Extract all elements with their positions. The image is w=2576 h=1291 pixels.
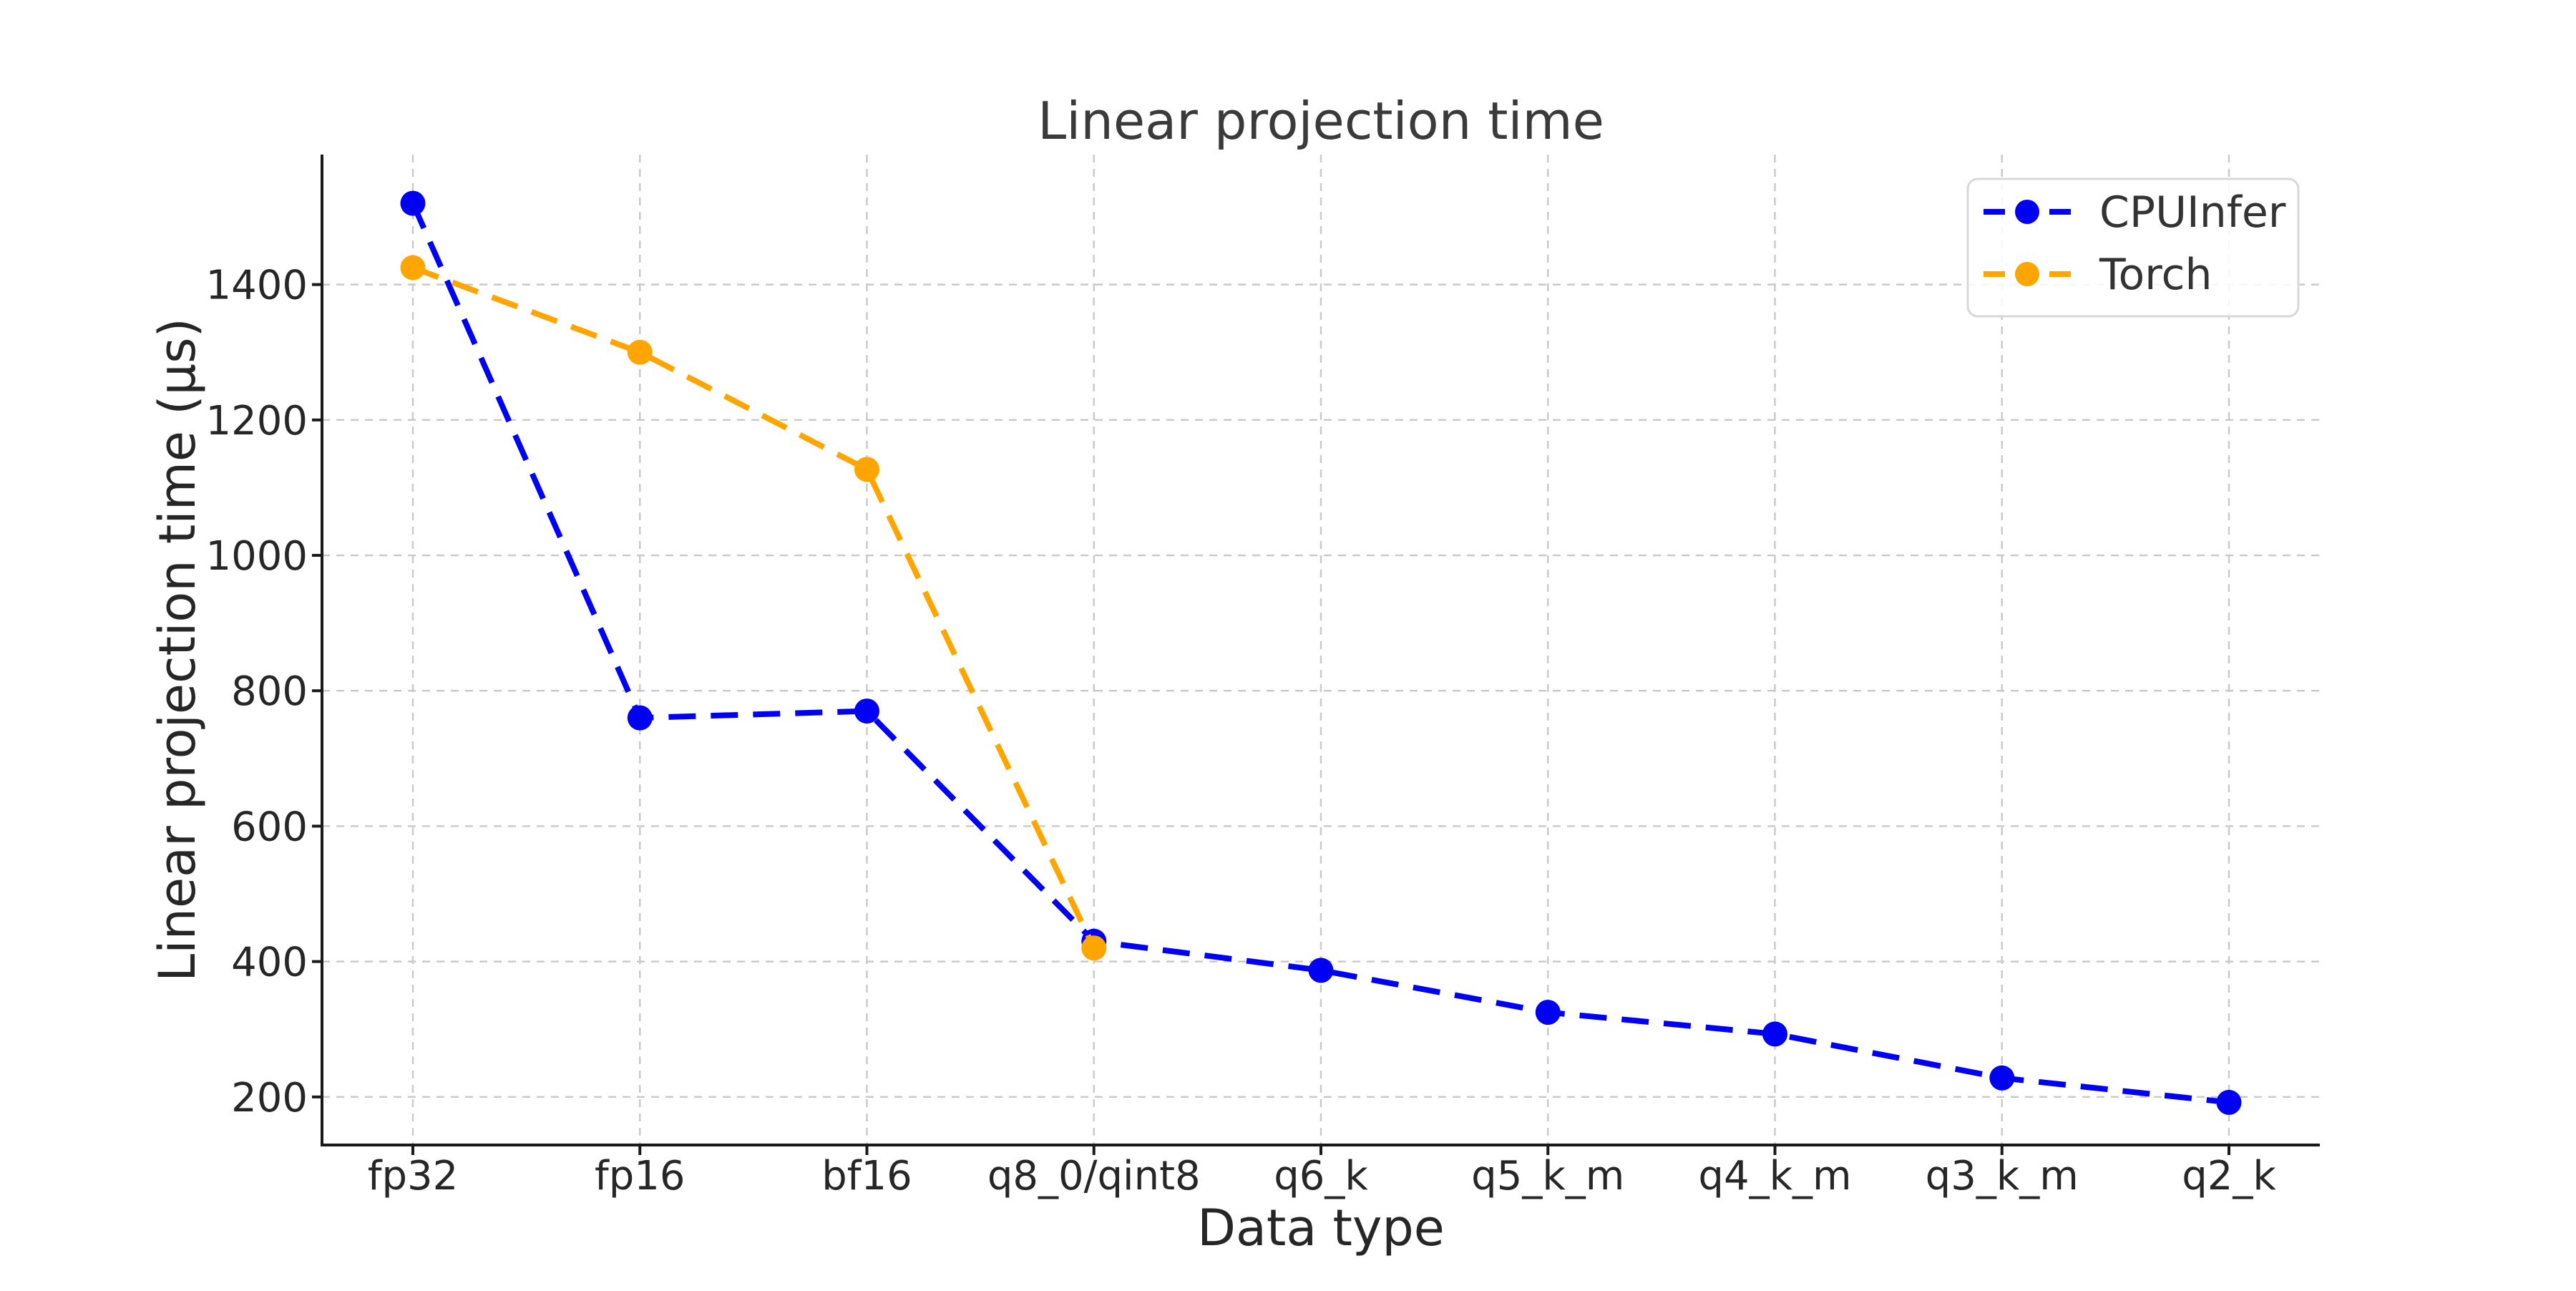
data-point-torch <box>400 255 426 281</box>
series-line-torch <box>411 265 1097 950</box>
y-tick-label: 200 <box>231 1075 308 1121</box>
y-tick-label: 400 <box>231 940 308 986</box>
data-point-torch <box>854 457 879 482</box>
x-tick-label: q3_k_m <box>1926 1153 2079 1199</box>
data-point-cpuinfer <box>1535 1000 1561 1026</box>
grid-layer <box>322 155 2320 1145</box>
x-axis-label: Data type <box>1197 1199 1445 1257</box>
x-tick-label: bf16 <box>821 1153 912 1199</box>
legend-marker-torch <box>2015 262 2039 286</box>
x-tick-label: q4_k_m <box>1698 1153 1851 1199</box>
data-point-cpuinfer <box>1308 958 1334 983</box>
y-tick-label: 1400 <box>205 263 308 309</box>
y-tick-label: 800 <box>231 668 308 715</box>
legend-item-torch: Torch <box>1984 250 2212 300</box>
series-line-cpuinfer <box>410 202 2230 1106</box>
data-point-cpuinfer <box>854 698 879 724</box>
legend-label-cpuinfer: CPUInfer <box>2099 187 2286 238</box>
axes-layer <box>312 155 2320 1155</box>
x-tick-label: fp16 <box>595 1153 686 1199</box>
legend-label-torch: Torch <box>2099 250 2212 300</box>
legend-item-cpuinfer: CPUInfer <box>1984 187 2286 238</box>
legend: CPUInfer Torch <box>1966 177 2300 318</box>
tick-label-layer: fp32 fp16 bf16 q8_0/qint8 q6_k q5_k_m q4_k_m q3… <box>205 263 2276 1199</box>
chart-title: Linear projection time <box>1038 91 1604 151</box>
series-layer <box>400 190 2242 1115</box>
x-tick-label: q8_0/qint8 <box>987 1153 1201 1199</box>
data-point-cpuinfer <box>627 705 653 731</box>
x-tick-label: fp32 <box>368 1153 459 1199</box>
y-tick-label: 1000 <box>205 533 308 580</box>
data-point-torch <box>627 339 653 365</box>
data-point-cpuinfer <box>1762 1021 1787 1047</box>
x-tick-label: q2_k <box>2182 1153 2276 1199</box>
data-point-cpuinfer <box>2216 1089 2242 1115</box>
x-tick-label: q5_k_m <box>1471 1153 1624 1199</box>
data-point-cpuinfer <box>400 190 426 216</box>
x-tick-label: q6_k <box>1274 1153 1368 1199</box>
data-point-cpuinfer <box>1989 1065 2015 1091</box>
y-axis-label: Linear projection time (µs) <box>148 318 207 982</box>
y-tick-label: 600 <box>231 804 308 850</box>
data-point-torch <box>1081 935 1107 961</box>
y-tick-label: 1200 <box>205 398 308 444</box>
legend-marker-cpuinfer <box>2015 200 2039 224</box>
